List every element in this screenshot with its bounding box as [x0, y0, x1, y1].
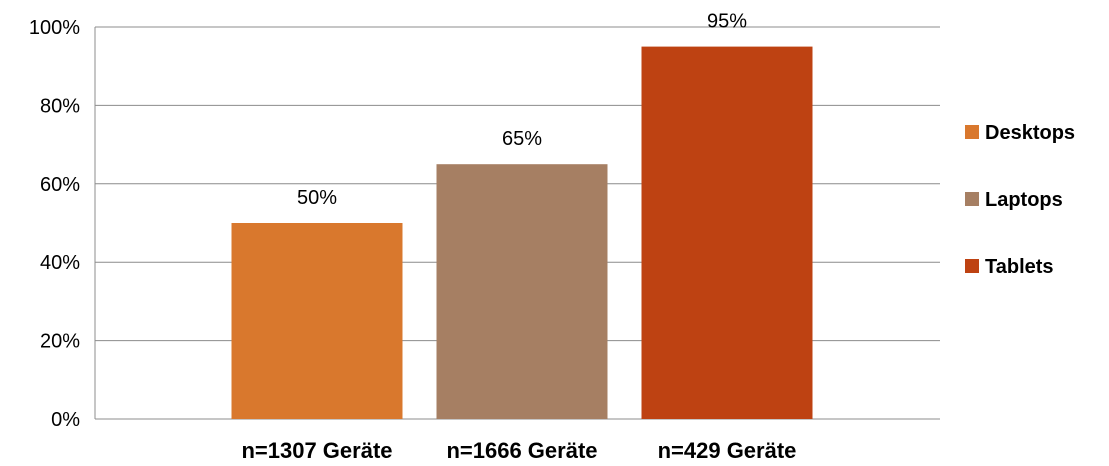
bars [231, 46, 813, 419]
y-tick-label: 60% [40, 174, 80, 196]
y-axis: 0% 20% 40% 60% 80% 100% [29, 17, 80, 431]
y-tick-label: 20% [40, 331, 80, 353]
data-labels: 50% 65% 95% [297, 11, 747, 209]
legend-label-tablets: Tablets [985, 256, 1054, 278]
bar-tablets [641, 46, 813, 419]
data-label-desktops: 50% [297, 187, 337, 209]
bar-desktops [231, 223, 403, 419]
legend-swatch-tablets [965, 259, 979, 273]
legend-swatch-desktops [965, 125, 979, 139]
data-label-tablets: 95% [707, 11, 747, 33]
y-tick-label: 100% [29, 17, 80, 39]
legend-label-desktops: Desktops [985, 122, 1075, 144]
y-tick-label: 80% [40, 95, 80, 117]
y-tick-label: 40% [40, 252, 80, 274]
bar-laptops [436, 164, 608, 419]
data-label-laptops: 65% [502, 128, 542, 150]
legend: Desktops Laptops Tablets [965, 122, 1075, 278]
x-category-label: n=1307 Geräte [241, 438, 392, 463]
legend-label-laptops: Laptops [985, 189, 1063, 211]
x-axis: n=1307 Geräte n=1666 Geräte n=429 Geräte [241, 438, 796, 463]
legend-swatch-laptops [965, 192, 979, 206]
y-tick-label: 0% [51, 409, 80, 431]
x-category-label: n=429 Geräte [658, 438, 797, 463]
x-category-label: n=1666 Geräte [446, 438, 597, 463]
